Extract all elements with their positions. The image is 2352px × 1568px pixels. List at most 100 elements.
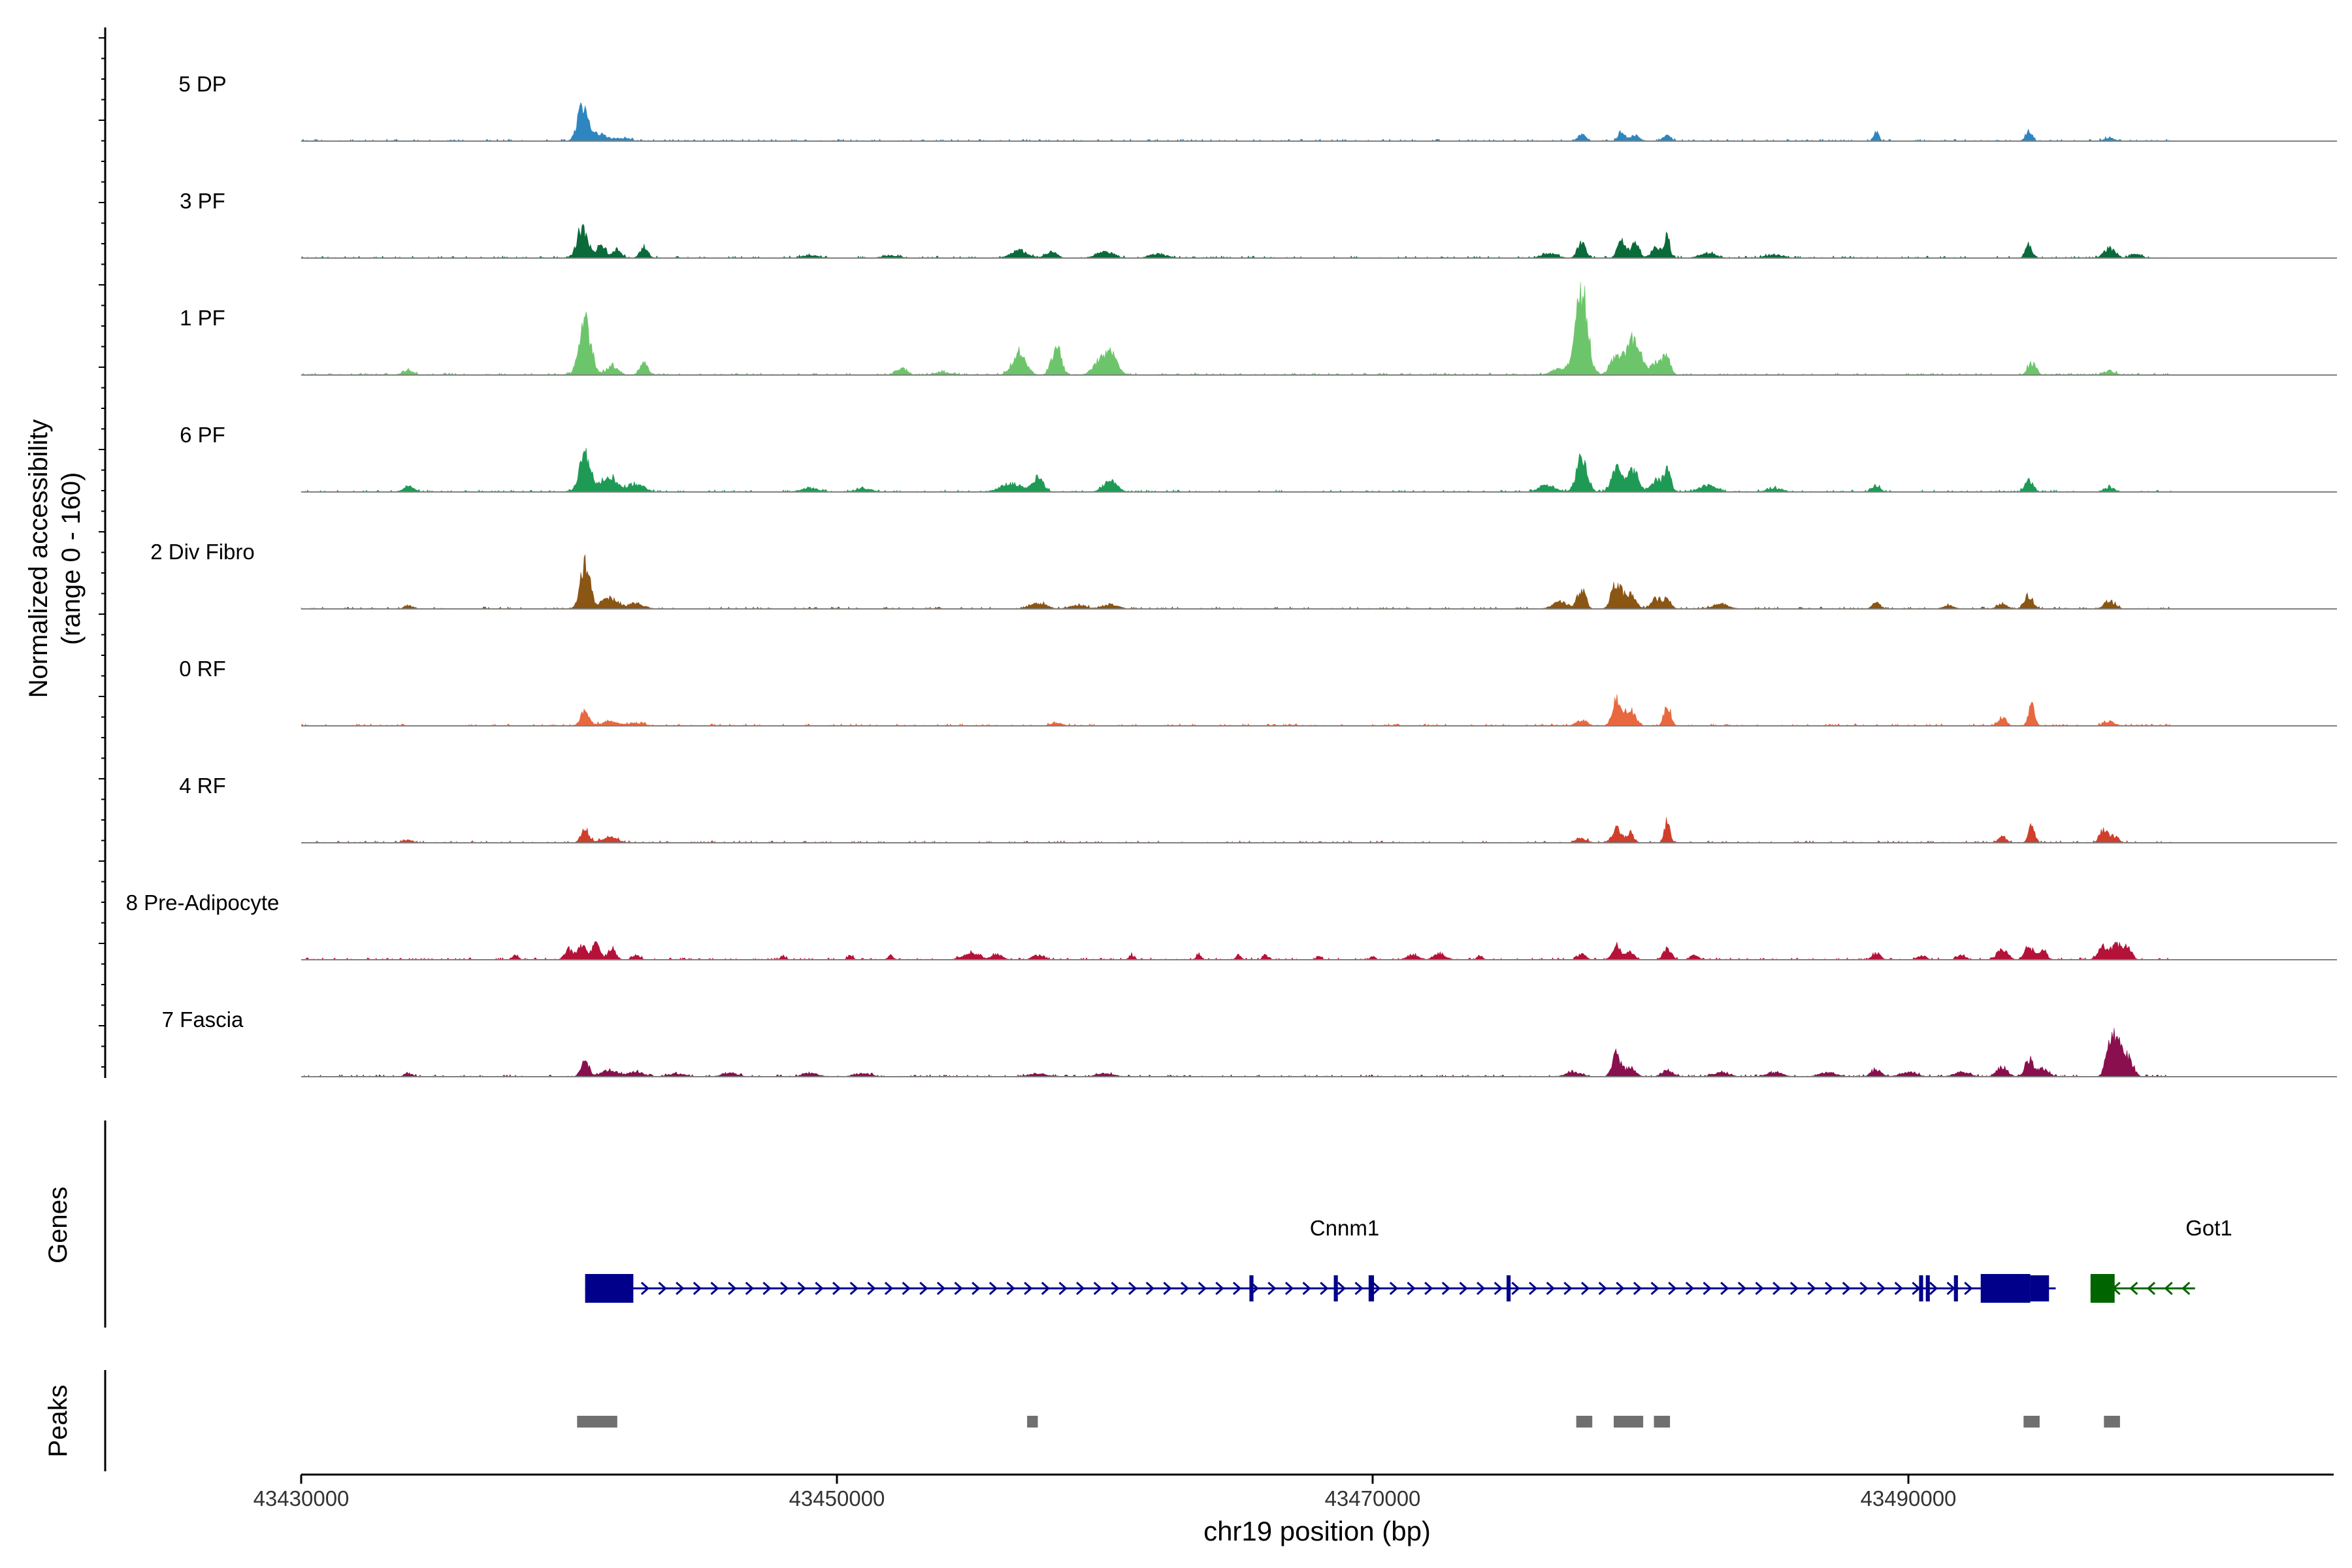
strand-arrow	[1163, 1281, 1172, 1296]
gene-exon	[1953, 1275, 1958, 1301]
strand-arrow	[1320, 1281, 1329, 1296]
strand-arrow	[902, 1281, 911, 1296]
strand-arrow	[1198, 1281, 1207, 1296]
strand-arrow	[1058, 1281, 1068, 1296]
coverage-track: 3 PF	[180, 189, 2337, 259]
strand-arrow	[1685, 1281, 1695, 1296]
peak-region	[2104, 1416, 2120, 1428]
strand-arrow	[1859, 1281, 1869, 1296]
strand-arrow	[1128, 1281, 1137, 1296]
track-label: 4 RF	[179, 774, 226, 798]
gene-exon	[1925, 1275, 1930, 1301]
strand-arrow	[1041, 1281, 1051, 1296]
coverage-track: 2 Div Fibro	[150, 540, 2337, 610]
strand-arrow	[1929, 1281, 1938, 1296]
coverage-y-ticks	[99, 37, 105, 1068]
gene-exon	[1333, 1275, 1338, 1301]
strand-arrow	[884, 1281, 894, 1296]
strand-arrow	[919, 1281, 928, 1296]
x-tick-label: 43470000	[1325, 1486, 1421, 1511]
strand-arrow	[1563, 1281, 1573, 1296]
track-label: 6 PF	[180, 423, 225, 447]
peak-region	[1576, 1416, 1593, 1428]
strand-arrow	[1459, 1281, 1468, 1296]
gene-exon	[1980, 1274, 2031, 1303]
strand-arrow	[1598, 1281, 1607, 1296]
track-label: 8 Pre-Adipocyte	[126, 890, 280, 915]
gene-exon	[1249, 1275, 1254, 1301]
gene-exon	[2030, 1275, 2050, 1301]
strand-arrow	[936, 1281, 946, 1296]
peak-region	[1654, 1416, 1671, 1428]
strand-arrow	[780, 1281, 789, 1296]
gene-exon	[1919, 1275, 1923, 1301]
gene-exon	[585, 1274, 634, 1303]
strand-arrow	[1825, 1281, 1834, 1296]
strand-arrow	[1912, 1281, 1921, 1296]
strand-arrow	[1441, 1281, 1450, 1296]
strand-arrow	[1528, 1281, 1538, 1296]
coverage-area	[301, 941, 2171, 960]
gene-exon	[1507, 1275, 1511, 1301]
coverage-track: 8 Pre-Adipocyte	[126, 890, 2337, 960]
strand-arrow	[1389, 1281, 1399, 1296]
gene-model: Got1	[2090, 1216, 2232, 1303]
strand-arrow	[1354, 1281, 1364, 1296]
strand-arrow	[2164, 1281, 2173, 1296]
strand-arrow	[1006, 1281, 1015, 1296]
coverage-area	[301, 223, 2171, 259]
strand-arrow	[1946, 1281, 1955, 1296]
gene-name-label: Cnnm1	[1310, 1216, 1379, 1240]
peak-region	[1614, 1416, 1644, 1428]
strand-arrow	[1650, 1281, 1659, 1296]
strand-arrow	[2129, 1281, 2138, 1296]
strand-arrow	[640, 1281, 650, 1296]
strand-arrow	[988, 1281, 998, 1296]
strand-arrow	[1720, 1281, 1729, 1296]
gene-annotation-track: Cnnm1 Got1	[585, 1216, 2232, 1303]
strand-arrow	[1180, 1281, 1190, 1296]
genes-panel-label: Genes	[44, 1186, 73, 1264]
x-tick-label: 43430000	[253, 1486, 350, 1511]
x-tick-label: 43490000	[1861, 1486, 1957, 1511]
track-label: 1 PF	[180, 306, 225, 330]
coverage-tracks: 5 DP 3 PF 1 PF 6 PF 2 Div Fibro 0 RF 4 RF 8 Pre…	[126, 72, 2337, 1077]
strand-arrow	[849, 1281, 858, 1296]
strand-arrow	[1668, 1281, 1677, 1296]
x-axis-ticks: 43430000 43450000 43470000 43490000	[253, 1475, 1957, 1511]
track-label: 5 DP	[178, 72, 226, 96]
coverage-track: 1 PF	[180, 282, 2337, 376]
strand-arrow	[1964, 1281, 1973, 1296]
strand-arrow	[1215, 1281, 1224, 1296]
peak-region-track	[577, 1416, 2120, 1428]
strand-arrow	[1789, 1281, 1799, 1296]
strand-arrow	[1232, 1281, 1242, 1296]
gene-model: Cnnm1	[585, 1216, 2056, 1303]
y-axis-title: Normalized accessibility	[24, 419, 53, 698]
strand-arrow	[2181, 1281, 2191, 1296]
strand-arrow	[1876, 1281, 1886, 1296]
track-label: 7 Fascia	[162, 1007, 244, 1032]
track-label: 3 PF	[180, 189, 225, 213]
strand-arrow	[1755, 1281, 1764, 1296]
x-tick-label: 43450000	[789, 1486, 885, 1511]
strand-arrow	[2146, 1281, 2156, 1296]
coverage-area	[301, 817, 2172, 843]
strand-arrow	[1302, 1281, 1311, 1296]
strand-arrow	[1024, 1281, 1033, 1296]
strand-arrow	[1772, 1281, 1782, 1296]
strand-arrow	[1494, 1281, 1503, 1296]
strand-arrow	[972, 1281, 981, 1296]
coverage-area	[301, 1028, 2171, 1077]
strand-arrow	[832, 1281, 841, 1296]
strand-arrow	[1703, 1281, 1712, 1296]
coverage-area	[301, 554, 2171, 610]
coverage-track: 4 RF	[179, 774, 2337, 843]
strand-arrow	[1145, 1281, 1154, 1296]
coverage-area	[301, 102, 2171, 142]
peaks-panel-label: Peaks	[44, 1384, 73, 1457]
coverage-area	[301, 694, 2172, 727]
x-axis-title: chr19 position (bp)	[1203, 1516, 1431, 1546]
strand-arrow	[1093, 1281, 1102, 1296]
track-label: 0 RF	[179, 657, 226, 681]
